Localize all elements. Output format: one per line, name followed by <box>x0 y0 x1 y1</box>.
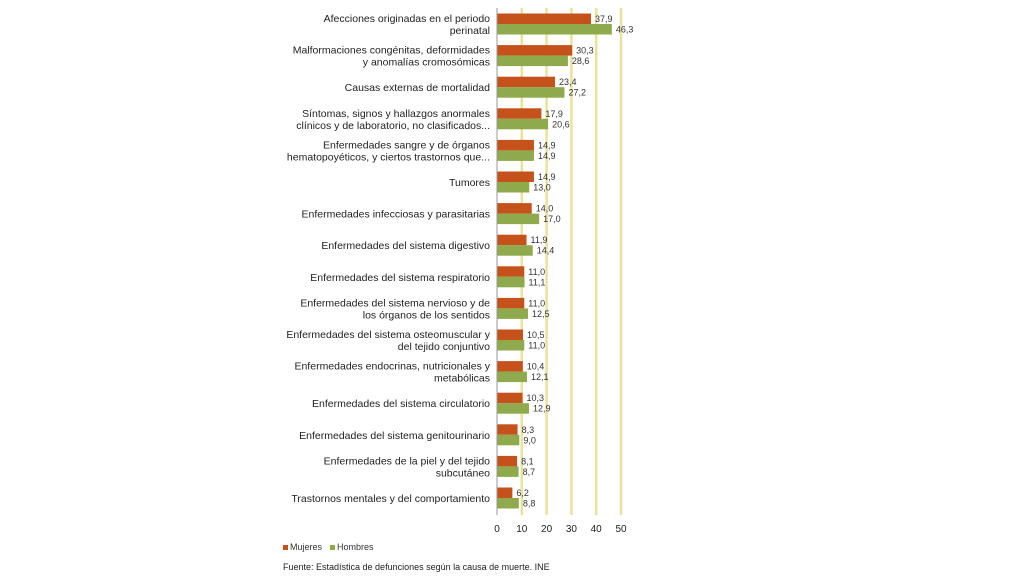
bar-hombres-14 <box>497 466 519 477</box>
category-label-3: Síntomas, signos y hallazgos anormales cl… <box>296 108 490 132</box>
category-labels: Afecciones originadas en el periodo perin… <box>286 13 490 505</box>
data-label-hombres-12: 12,9 <box>533 404 551 414</box>
bar-mujeres-14 <box>497 455 518 467</box>
bars: 37,946,330,328,623,427,217,920,614,914,9… <box>497 13 634 509</box>
bar-mujeres-12 <box>497 392 523 404</box>
data-label-mujeres-7: 11,9 <box>531 235 548 245</box>
bar-mujeres-0 <box>497 13 591 24</box>
data-label-mujeres-5: 14,9 <box>538 172 556 182</box>
data-label-mujeres-1: 30,3 <box>576 46 594 56</box>
data-label-mujeres-0: 37,9 <box>595 14 613 24</box>
legend-swatch-mujeres <box>283 545 288 550</box>
data-label-hombres-4: 14,9 <box>538 151 556 161</box>
category-label-12: Enfermedades del sistema circulatorio <box>312 398 490 410</box>
x-tick-label-10: 10 <box>516 524 528 535</box>
category-label-13: Enfermedades del sistema genitourinario <box>299 430 490 442</box>
category-label-2: Causas externas de mortalidad <box>345 82 490 94</box>
data-label-mujeres-3: 17,9 <box>545 109 563 119</box>
bar-mujeres-7 <box>497 234 527 246</box>
data-label-mujeres-9: 11,0 <box>528 298 545 308</box>
bar-hombres-0 <box>497 24 612 35</box>
bar-hombres-3 <box>497 118 549 130</box>
legend-label-hombres: Hombres <box>337 542 374 552</box>
x-tick-label-0: 0 <box>494 524 500 535</box>
data-label-hombres-15: 8,8 <box>523 499 536 509</box>
bar-mujeres-15 <box>497 487 513 498</box>
data-label-hombres-2: 27,2 <box>568 88 586 98</box>
bar-mujeres-4 <box>497 139 534 151</box>
data-label-mujeres-15: 6,2 <box>516 488 529 498</box>
bar-mujeres-8 <box>497 266 525 277</box>
category-label-10: Enfermedades del sistema osteomuscular y… <box>286 329 490 353</box>
data-label-mujeres-10: 10,5 <box>527 330 545 340</box>
bar-hombres-9 <box>497 308 528 319</box>
x-tick-label-20: 20 <box>541 524 553 535</box>
bar-mujeres-6 <box>497 203 532 214</box>
legend-swatch-hombres <box>330 545 335 550</box>
data-label-hombres-13: 9,0 <box>523 435 536 445</box>
bar-hombres-11 <box>497 371 528 383</box>
category-label-8: Enfermedades del sistema respiratorio <box>310 272 490 284</box>
category-label-14: Enfermedades de la piel y del tejido subc… <box>324 455 491 479</box>
bar-hombres-7 <box>497 245 533 256</box>
bar-hombres-12 <box>497 403 529 414</box>
data-label-mujeres-11: 10,4 <box>527 362 545 372</box>
bar-hombres-6 <box>497 213 540 225</box>
bar-hombres-2 <box>497 87 565 98</box>
category-label-4: Enfermedades sangre y de órganos hematopo… <box>287 139 490 163</box>
data-label-hombres-9: 12,5 <box>532 309 550 319</box>
bar-hombres-5 <box>497 182 530 193</box>
data-label-hombres-8: 11,1 <box>529 277 546 287</box>
data-label-hombres-3: 20,6 <box>552 119 570 129</box>
bar-mujeres-13 <box>497 424 518 435</box>
x-axis: 0 10 20 30 40 50 <box>494 8 627 535</box>
data-label-hombres-11: 12,1 <box>531 372 549 382</box>
bar-hombres-1 <box>497 55 568 67</box>
bar-mujeres-3 <box>497 108 542 119</box>
data-label-hombres-5: 13,0 <box>533 183 551 193</box>
category-label-0: Afecciones originadas en el periodo perin… <box>324 13 491 37</box>
x-tick-label-40: 40 <box>591 524 603 535</box>
data-label-mujeres-8: 11,0 <box>528 267 545 277</box>
data-label-mujeres-13: 8,3 <box>522 425 535 435</box>
data-label-mujeres-4: 14,9 <box>538 140 556 150</box>
bar-mujeres-2 <box>497 76 556 88</box>
bar-mujeres-5 <box>497 171 534 182</box>
data-label-hombres-10: 11,0 <box>528 341 545 351</box>
data-label-mujeres-12: 10,3 <box>527 393 545 403</box>
category-label-6: Enfermedades infecciosas y parasitarias <box>301 209 490 221</box>
category-label-5: Tumores <box>449 177 490 189</box>
data-label-hombres-7: 14,4 <box>537 246 555 256</box>
bar-mujeres-1 <box>497 45 573 56</box>
data-label-hombres-14: 8,7 <box>523 467 536 477</box>
category-label-9: Enfermedades del sistema nervioso y de lo… <box>300 297 490 321</box>
bar-hombres-8 <box>497 276 525 288</box>
x-tick-label-30: 30 <box>566 524 578 535</box>
bar-mujeres-11 <box>497 361 523 372</box>
legend-label-mujeres: Mujeres <box>290 542 323 552</box>
legend: Mujeres Hombres <box>283 542 374 552</box>
category-label-15: Trastornos mentales y del comportamiento <box>291 493 490 505</box>
data-label-mujeres-14: 8,1 <box>521 456 534 466</box>
bar-hombres-4 <box>497 150 534 161</box>
category-label-11: Enfermedades endocrinas, nutricionales y… <box>294 361 490 385</box>
bar-hombres-15 <box>497 498 519 509</box>
category-label-1: Malformaciones congénitas, deformidades y… <box>293 45 490 69</box>
bar-mujeres-9 <box>497 297 525 309</box>
source-note: Fuente: Estadística de defunciones según… <box>283 562 550 572</box>
bar-hombres-13 <box>497 434 520 446</box>
category-label-7: Enfermedades del sistema digestivo <box>321 240 490 252</box>
data-label-mujeres-2: 23,4 <box>559 77 577 87</box>
x-tick-label-50: 50 <box>615 524 627 535</box>
data-label-hombres-1: 28,6 <box>572 56 590 66</box>
data-label-mujeres-6: 14,0 <box>536 204 554 214</box>
bar-hombres-10 <box>497 340 525 351</box>
bar-mujeres-10 <box>497 329 524 340</box>
data-label-hombres-6: 17,0 <box>543 214 561 224</box>
data-label-hombres-0: 46,3 <box>616 25 634 35</box>
